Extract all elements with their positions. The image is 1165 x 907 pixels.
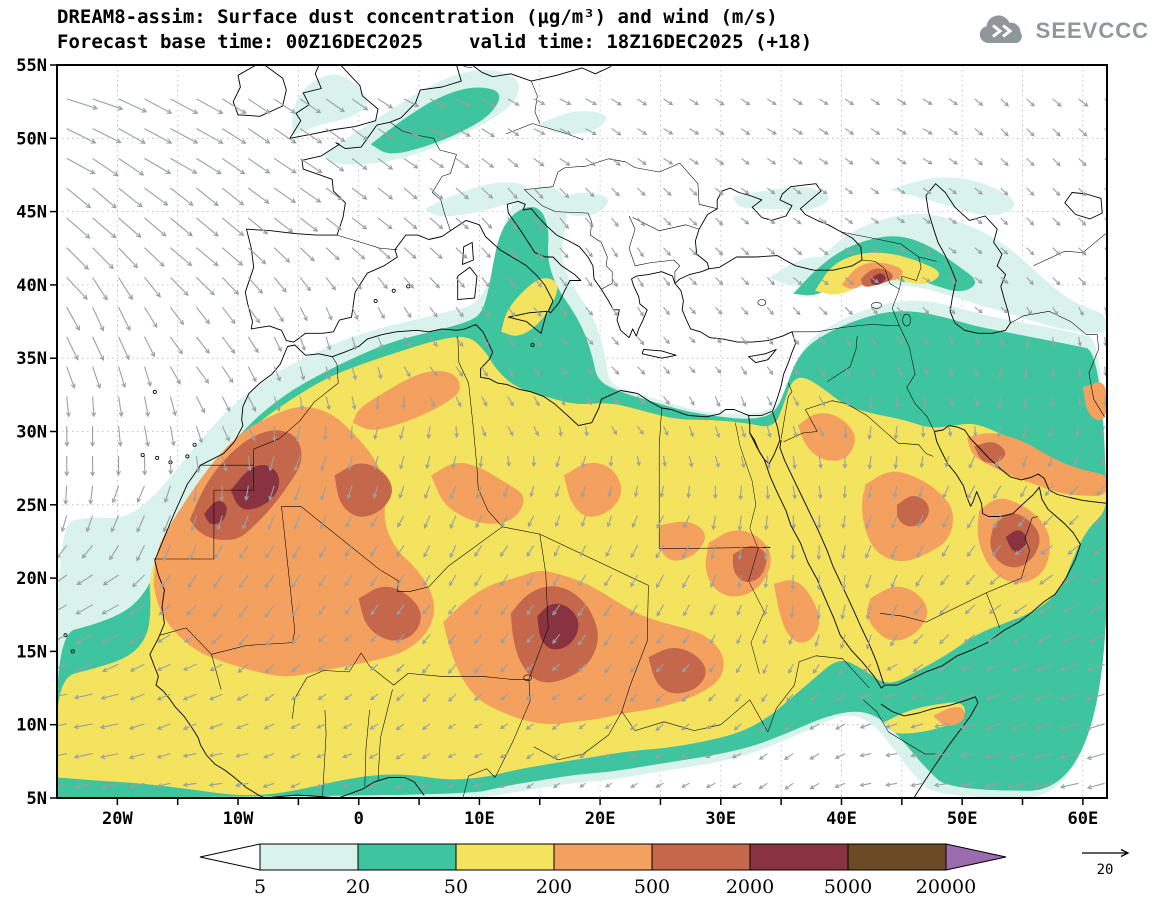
svg-text:20: 20 <box>1097 862 1114 878</box>
cloud-logo-icon <box>979 15 1022 43</box>
svg-text:40E: 40E <box>826 809 857 829</box>
wind-arrow-layer <box>57 98 1107 790</box>
svg-text:40N: 40N <box>16 276 47 296</box>
svg-text:200: 200 <box>536 876 572 898</box>
figure-subtitle: Forecast base time: 00Z16DEC2025 valid t… <box>57 31 812 53</box>
svg-text:60E: 60E <box>1068 809 1099 829</box>
figure-title: DREAM8-assim: Surface dust concentration… <box>57 6 778 28</box>
svg-text:500: 500 <box>634 876 670 898</box>
svg-text:20N: 20N <box>16 569 47 589</box>
valid-time: valid time: 18Z16DEC2025 (+18) <box>469 31 813 53</box>
forecast-base-time: Forecast base time: 00Z16DEC2025 <box>57 31 424 53</box>
svg-text:20W: 20W <box>102 809 133 829</box>
seevccc-logo-text: SEEVCCC <box>1035 18 1149 43</box>
svg-text:20E: 20E <box>585 809 616 829</box>
svg-text:2000: 2000 <box>726 876 774 898</box>
svg-text:0: 0 <box>354 809 364 829</box>
title-block: DREAM8-assim: Surface dust concentration… <box>57 6 812 53</box>
svg-text:50: 50 <box>444 876 468 898</box>
svg-text:15N: 15N <box>16 642 47 662</box>
axes-layer: 5N 10N 15N 20N 25N 30N 35N 40N 45N 50N 55N 20W 10W 0 1… <box>16 56 1108 829</box>
svg-text:5: 5 <box>254 876 266 898</box>
dust-fill-layer <box>57 69 1107 798</box>
svg-text:30N: 30N <box>16 423 47 443</box>
svg-text:20000: 20000 <box>916 876 976 898</box>
svg-text:25N: 25N <box>16 496 47 516</box>
svg-text:50N: 50N <box>16 129 47 149</box>
svg-text:30E: 30E <box>705 809 736 829</box>
seevccc-logo: SEEVCCC <box>977 14 1149 48</box>
svg-text:50E: 50E <box>947 809 978 829</box>
wind-reference: 20 <box>1082 848 1130 878</box>
svg-text:10E: 10E <box>464 809 495 829</box>
svg-text:20: 20 <box>346 876 370 898</box>
svg-text:45N: 45N <box>16 203 47 223</box>
svg-text:10N: 10N <box>16 716 47 736</box>
colorbar: 5 20 50 200 500 2000 5000 20000 <box>199 843 1007 898</box>
border-layer <box>63 66 1106 798</box>
svg-text:5000: 5000 <box>824 876 872 898</box>
svg-text:35N: 35N <box>16 349 47 369</box>
svg-text:5N: 5N <box>27 789 47 809</box>
svg-text:55N: 55N <box>16 56 47 76</box>
svg-text:10W: 10W <box>223 809 254 829</box>
